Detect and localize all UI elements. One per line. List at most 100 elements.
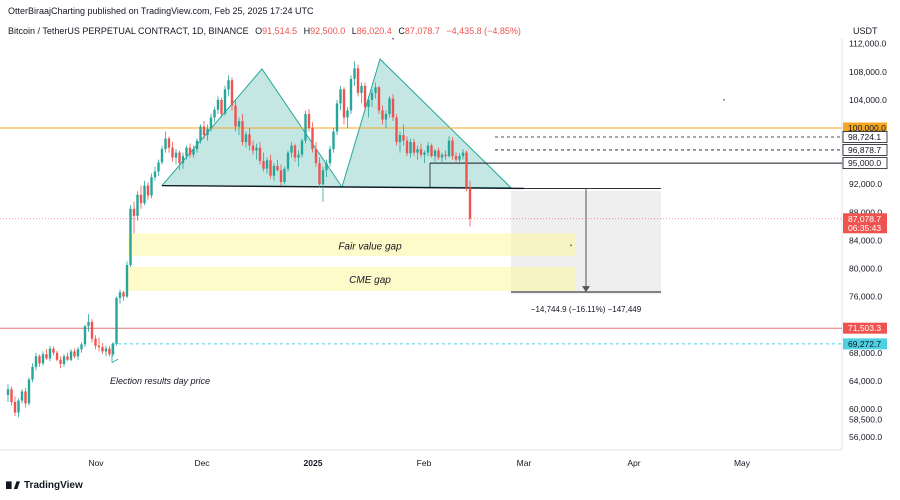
- candle-body: [360, 85, 363, 93]
- candle-body: [384, 113, 388, 120]
- candle-body: [181, 156, 185, 164]
- candle-body: [265, 160, 269, 169]
- candle-body: [66, 356, 69, 360]
- candle-body: [73, 351, 76, 357]
- open-label: O: [255, 26, 263, 36]
- candle-body: [405, 140, 409, 154]
- candle-body: [111, 343, 115, 355]
- fair-value-gap-zone: [128, 233, 575, 256]
- candle-body: [45, 354, 48, 359]
- candle-body: [374, 87, 377, 93]
- tradingview-brand: TradingView: [24, 480, 83, 491]
- price-label: 87,078.7: [848, 214, 881, 224]
- price-label: 69,272.7: [848, 339, 881, 349]
- x-tick-label: Nov: [88, 458, 104, 468]
- candle-body: [311, 128, 314, 150]
- candle-body: [115, 298, 118, 344]
- close-value: 87,078.7: [404, 26, 440, 36]
- candle-body: [97, 345, 101, 348]
- candle-body: [122, 292, 125, 297]
- candle-body: [185, 147, 188, 157]
- candle-body: [167, 138, 171, 148]
- x-tick-label: Dec: [194, 458, 210, 468]
- y-tick-label: 60,000.0: [849, 404, 882, 414]
- candle-body: [234, 105, 237, 127]
- candle-body: [188, 147, 192, 155]
- x-tick-label: Mar: [517, 458, 532, 468]
- price-label-box: [842, 157, 888, 170]
- candle-body: [318, 163, 321, 185]
- symbol-name[interactable]: Bitcoin / TetherUS PERPETUAL CONTRACT, 1…: [8, 26, 249, 36]
- candle-body: [251, 145, 255, 151]
- cme-gap-label: CME gap: [349, 275, 391, 286]
- candle-body: [153, 171, 157, 178]
- candle-body: [94, 338, 97, 346]
- cme-gap-zone: [128, 267, 575, 291]
- neckline: [161, 184, 525, 190]
- candle-body: [402, 135, 405, 141]
- candle-body: [48, 348, 52, 359]
- candle-body: [216, 99, 220, 110]
- candle-body: [255, 147, 258, 151]
- symbol-legend: Bitcoin / TetherUS PERPETUAL CONTRACT, 1…: [8, 26, 521, 36]
- dot-marker: [723, 99, 725, 101]
- candle-body: [55, 352, 59, 360]
- y-tick-label: 64,000.0: [849, 376, 882, 386]
- candle-body: [41, 354, 45, 364]
- close-label: C: [398, 26, 405, 36]
- candle-body: [213, 109, 216, 118]
- measure-arrow-head: [582, 286, 590, 293]
- candle-body: [335, 103, 339, 132]
- candle-body: [388, 98, 391, 114]
- candle-body: [31, 366, 34, 380]
- tradingview-logo[interactable]: TradingView: [6, 480, 83, 491]
- candle-body: [391, 98, 395, 118]
- candle-body: [52, 348, 55, 353]
- price-label: 95,000.0: [848, 158, 881, 168]
- y-tick-label: 108,000.0: [849, 67, 887, 77]
- candle-body: [398, 135, 402, 143]
- price-label-box: [842, 131, 888, 143]
- candle-body: [139, 194, 143, 204]
- candle-body: [230, 80, 234, 106]
- candle-body: [412, 142, 416, 153]
- candle-body: [363, 85, 367, 107]
- candle-body: [206, 128, 209, 136]
- candle-body: [349, 78, 353, 111]
- price-label-box: [843, 322, 887, 334]
- candle-body: [272, 165, 276, 176]
- currency-label: USDT: [853, 26, 878, 36]
- candle-body: [444, 154, 447, 157]
- y-tick-label: 104,000.0: [849, 95, 887, 105]
- candle-body: [76, 349, 80, 357]
- candle-body: [304, 113, 307, 141]
- candle-body: [451, 140, 454, 157]
- candle-body: [437, 150, 440, 158]
- candle-body: [192, 149, 195, 155]
- candle-body: [381, 110, 384, 120]
- candle-body: [356, 68, 360, 93]
- candle-body: [10, 389, 13, 402]
- candle-body: [171, 147, 174, 158]
- candle-body: [300, 140, 304, 155]
- price-label: 96,878.7: [848, 145, 881, 155]
- candle-body: [269, 160, 272, 176]
- candle-body: [454, 156, 458, 160]
- candle-body: [146, 185, 150, 196]
- candle-body: [321, 170, 325, 185]
- candle-body: [104, 348, 108, 352]
- candle-body: [132, 208, 136, 216]
- candle-body: [202, 126, 206, 136]
- candle-body: [20, 391, 24, 401]
- candle-body: [24, 391, 27, 404]
- candle-body: [87, 321, 90, 327]
- candle-body: [17, 400, 20, 413]
- candle-body: [353, 68, 356, 79]
- candle-body: [157, 162, 160, 172]
- candle-body: [244, 134, 248, 143]
- candle-body: [164, 138, 167, 150]
- candle-body: [27, 379, 31, 404]
- candle-body: [199, 126, 202, 141]
- candle-body: [416, 149, 419, 153]
